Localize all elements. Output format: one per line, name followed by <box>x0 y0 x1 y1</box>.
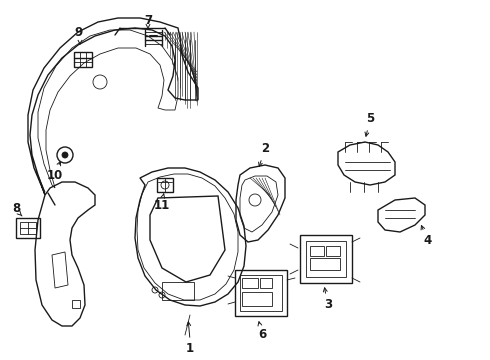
Bar <box>74 52 92 67</box>
Bar <box>20 222 36 234</box>
Bar <box>310 246 324 256</box>
Bar <box>310 258 340 270</box>
Text: 5: 5 <box>366 112 374 125</box>
Text: 4: 4 <box>424 234 432 247</box>
Text: 3: 3 <box>324 298 332 311</box>
Bar <box>235 270 287 316</box>
Bar <box>157 178 173 192</box>
Bar <box>242 292 272 306</box>
Bar <box>306 241 346 277</box>
Circle shape <box>62 152 68 158</box>
Text: 10: 10 <box>47 168 63 181</box>
Text: 7: 7 <box>144 14 152 27</box>
Bar <box>162 282 194 300</box>
Bar <box>240 275 282 311</box>
Bar <box>260 278 272 288</box>
Text: 9: 9 <box>74 26 82 39</box>
Text: 2: 2 <box>261 141 269 154</box>
Bar <box>300 235 352 283</box>
Bar <box>242 278 258 288</box>
Text: 11: 11 <box>154 198 170 212</box>
Bar <box>16 218 40 238</box>
Text: 8: 8 <box>12 202 20 215</box>
Text: 1: 1 <box>186 342 194 355</box>
Bar <box>326 246 340 256</box>
Bar <box>72 300 80 308</box>
Text: 6: 6 <box>258 328 266 342</box>
